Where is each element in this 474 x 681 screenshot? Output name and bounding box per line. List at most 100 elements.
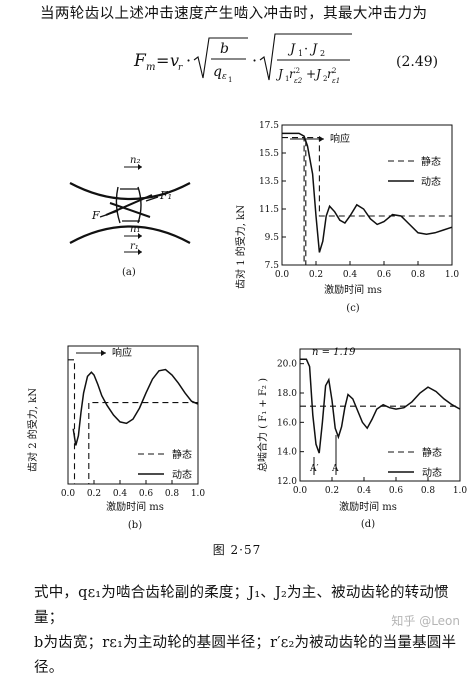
chart-d-panel-label: (d) — [361, 519, 375, 530]
panel-a-gear-mesh: n₂ F F₁ n₁ r₁ (a) — [69, 155, 191, 278]
svg-text:J: J — [309, 42, 318, 57]
chart-b-ylabel: 齿对 2 的受力, kN — [26, 388, 39, 472]
svg-text:b: b — [220, 41, 229, 57]
chart-c-y-tick-label: 13.5 — [259, 177, 279, 187]
chart-d-ylabel: 总啮合力 ( F₁ + F₂ ) — [256, 378, 269, 472]
svg-text:2: 2 — [332, 67, 336, 75]
svg-text:·: · — [252, 51, 257, 70]
label-r1: r₁ — [130, 241, 139, 252]
chart-b-legend-dynamic: 动态 — [172, 468, 192, 481]
bottom-line-2: b为齿宽；rε₁为主动轮的基圆半径；r′ε₂为被动齿轮的当量基圆半 — [34, 635, 457, 651]
chart-c-plot-frame — [281, 124, 453, 266]
chart-c-x-tick-label: 0.2 — [309, 270, 323, 280]
chart-c-x-tick-label: 0.4 — [343, 270, 358, 280]
chart-b-x-tick-label: 0.0 — [61, 489, 76, 499]
svg-text:ε: ε — [222, 72, 227, 82]
chart-c-y-tick-label: 9.5 — [265, 233, 280, 243]
chart-d-y-tick-label: 16.0 — [277, 418, 297, 428]
svg-text:·: · — [186, 51, 191, 70]
svg-text:ε2: ε2 — [294, 77, 303, 85]
svg-text:1: 1 — [298, 49, 303, 58]
chart-b-plot-frame — [67, 345, 199, 485]
chart-b: 齿对 2 的受力, kN 激励时间 ms (b) 响应 静态 动态 0.0 0.2… — [26, 345, 206, 530]
svg-text:J: J — [313, 67, 322, 81]
label-n2: n₂ — [130, 155, 140, 166]
svg-text:·: · — [304, 42, 308, 57]
chart-c-ylabel: 齿对 1 的受力, kN — [234, 205, 247, 289]
chart-d-annotation: n = 1.19 — [312, 347, 356, 358]
chart-c-arrowhead — [319, 136, 324, 142]
svg-text:=: = — [156, 51, 169, 70]
intro-text: 当两轮齿以上述冲击速度产生啮入冲击时，其最大冲击力为 — [40, 6, 428, 22]
svg-text:q: q — [213, 64, 222, 80]
svg-text:r: r — [289, 67, 296, 81]
chart-c-xlabel: 激励时间 ms — [324, 283, 382, 296]
watermark: 知乎 @Leon — [391, 614, 460, 628]
equation-number: (2.49) — [396, 54, 438, 70]
svg-text:2: 2 — [320, 49, 325, 58]
chart-b-x-tick-label: 0.2 — [87, 489, 101, 499]
label-f1: F₁ — [159, 189, 172, 202]
chart-c-y-tick-label: 7.5 — [265, 261, 280, 271]
chart-d-legend-dynamic: 动态 — [422, 466, 442, 479]
chart-d-y-tick-label: 20.0 — [277, 360, 297, 370]
svg-text:J: J — [275, 67, 284, 81]
chart-d-marker-a: A — [331, 464, 339, 474]
chart-b-annotation: 响应 — [112, 346, 132, 359]
chart-c-x-tick-label: 0.8 — [411, 270, 426, 280]
chart-b-x-tick-label: 0.4 — [113, 489, 128, 499]
chart-c-legend-dynamic: 动态 — [421, 175, 441, 188]
chart-d-x-tick-label: 0.2 — [325, 486, 339, 496]
chart-d-x-tick-label: 1.0 — [453, 486, 468, 496]
chart-c-x-tick-label: 0.0 — [275, 270, 290, 280]
chart-d-plot-frame — [299, 348, 461, 482]
chart-c-y-tick-label: 11.5 — [259, 205, 279, 215]
svg-text:+: + — [306, 67, 316, 81]
svg-text:1: 1 — [228, 76, 232, 84]
chart-b-x-tick-label: 0.8 — [165, 489, 180, 499]
bottom-line-3: 径。 — [34, 660, 64, 676]
label-f: F — [91, 209, 100, 222]
equation-2-49: F m = v r · b q ε 1 · J 1 · J 2 J 1 r ′2… — [133, 33, 438, 85]
chart-d-xlabel: 激励时间 ms — [339, 500, 397, 513]
svg-text:ε1: ε1 — [332, 77, 340, 85]
chart-c-y-tick-label: 17.5 — [259, 121, 279, 131]
chart-b-series-static — [68, 359, 198, 485]
chart-d-legend-static: 静态 — [422, 446, 442, 459]
chart-d-y-tick-label: 12.0 — [277, 477, 297, 487]
chart-c-series-dynamic — [282, 132, 453, 253]
chart-c-legend-static: 静态 — [421, 155, 441, 168]
svg-text:2: 2 — [323, 75, 327, 83]
chart-b-series-dynamic — [72, 368, 199, 446]
svg-text:J: J — [287, 42, 296, 57]
eq-fm: F — [133, 51, 147, 71]
chart-d-series-dynamic — [300, 358, 461, 454]
bottom-line-1: 式中，qε₁为啮合齿轮副的柔度；J₁、J₂为主、被动齿轮的转动惯量； — [34, 585, 449, 626]
svg-text:v: v — [170, 51, 179, 70]
bottom-paragraph: 式中，qε₁为啮合齿轮副的柔度；J₁、J₂为主、被动齿轮的转动惯量； b为齿宽；… — [34, 581, 460, 681]
chart-b-legend-static: 静态 — [172, 448, 192, 461]
chart-c-x-tick-label: 1.0 — [445, 270, 460, 280]
chart-c: 齿对 1 的受力, kN 激励时间 ms (c) 响应 静态 动态 0.0 0.2… — [234, 121, 460, 314]
chart-d-x-tick-label: 0.8 — [421, 486, 436, 496]
chart-b-panel-label: (b) — [128, 520, 142, 530]
chart-b-arrowhead — [101, 350, 106, 356]
svg-text:m: m — [146, 62, 155, 73]
chart-d-y-tick-label: 18.0 — [277, 389, 297, 399]
chart-d-x-tick-label: 0.6 — [389, 486, 404, 496]
chart-d: 总啮合力 ( F₁ + F₂ ) 激励时间 ms (d) n = 1.19 A′… — [256, 347, 468, 530]
panel-a-label: (a) — [122, 267, 136, 278]
chart-d-y-tick-label: 14.0 — [277, 448, 297, 458]
chart-b-x-tick-label: 0.6 — [139, 489, 154, 499]
svg-text:1: 1 — [285, 75, 289, 83]
label-n1: n₁ — [130, 224, 140, 235]
chart-d-x-tick-label: 0.0 — [293, 486, 308, 496]
svg-text:r: r — [327, 67, 334, 81]
chart-c-x-tick-label: 0.6 — [377, 270, 392, 280]
chart-c-panel-label: (c) — [346, 303, 360, 314]
chart-c-series-static — [282, 137, 452, 266]
svg-text:′2: ′2 — [294, 67, 300, 75]
chart-c-annotation: 响应 — [330, 132, 350, 145]
chart-b-x-tick-label: 1.0 — [191, 489, 206, 499]
chart-d-x-tick-label: 0.4 — [357, 486, 372, 496]
